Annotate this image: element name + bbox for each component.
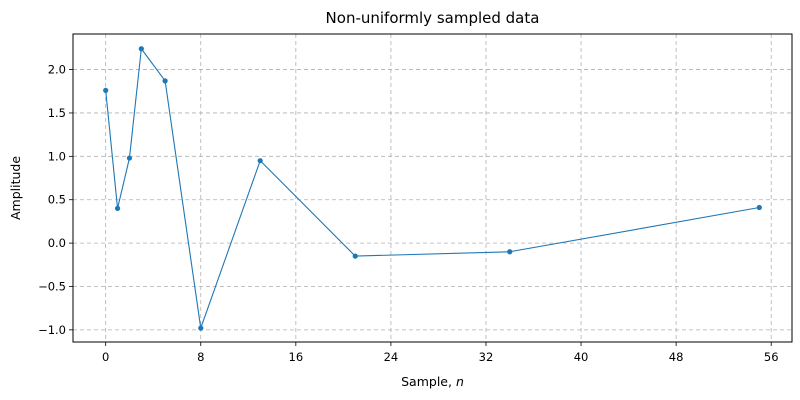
x-axis-label-text: Sample, xyxy=(401,374,456,389)
x-tick-label: 40 xyxy=(574,350,589,364)
axis-ticks: 0 8 16 24 32 40 48 56 −1.0 −0.5 0.0 0.5 1.0 1.5 2.0 xyxy=(38,63,778,364)
x-axis-label-variable: n xyxy=(456,374,464,389)
x-tick-label: 24 xyxy=(384,350,399,364)
x-axis-label: Sample, n xyxy=(401,374,464,389)
data-point xyxy=(507,249,513,255)
x-tick-label: 48 xyxy=(669,350,684,364)
y-tick-label: 1.5 xyxy=(48,106,66,120)
y-tick-label: −1.0 xyxy=(38,323,66,337)
data-point xyxy=(114,205,121,211)
data-point xyxy=(198,325,204,331)
data-point xyxy=(257,158,263,164)
x-tick-label: 8 xyxy=(197,350,204,364)
y-tick-label: −0.5 xyxy=(38,279,66,293)
data-series xyxy=(103,46,762,331)
y-tick-label: 0.0 xyxy=(48,236,66,250)
x-tick-label: 56 xyxy=(764,350,779,364)
chart-title: Non-uniformly sampled data xyxy=(326,9,540,27)
y-axis-label: Amplitude xyxy=(8,156,23,220)
data-point xyxy=(162,78,168,84)
x-tick-label: 32 xyxy=(479,350,494,364)
y-tick-label: 2.0 xyxy=(48,63,66,77)
data-point xyxy=(138,46,144,52)
y-tick-label: 0.5 xyxy=(48,193,66,207)
x-tick-label: 16 xyxy=(289,350,304,364)
data-point xyxy=(352,253,358,259)
y-tick-label: 1.0 xyxy=(48,149,66,163)
grid-lines xyxy=(73,34,792,342)
plot-frame xyxy=(72,33,793,343)
data-point xyxy=(756,204,762,211)
x-tick-label: 0 xyxy=(102,350,109,364)
data-point xyxy=(126,155,133,161)
series-line xyxy=(105,48,760,329)
data-point xyxy=(103,87,109,93)
